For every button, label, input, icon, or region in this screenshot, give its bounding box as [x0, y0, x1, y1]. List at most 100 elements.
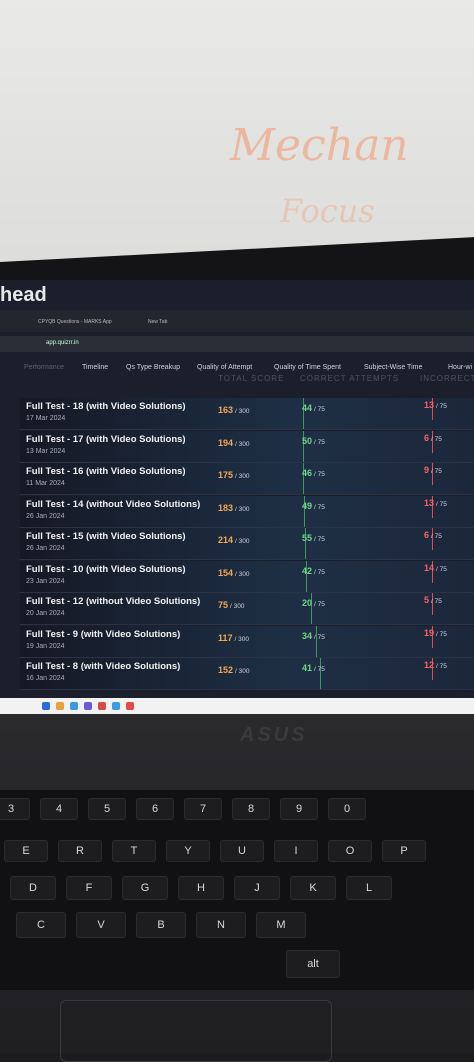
- incorrect-total: / 75: [436, 500, 447, 508]
- correct-attempts: 46/ 75: [302, 468, 325, 478]
- correct-attempts: 41/ 75: [302, 663, 325, 673]
- result-row[interactable]: Full Test - 10 (with Video Solutions) 23 …: [20, 560, 474, 593]
- key[interactable]: 6: [136, 798, 174, 820]
- key[interactable]: 9: [280, 798, 318, 820]
- key[interactable]: H: [178, 876, 224, 900]
- correct-total: / 75: [314, 406, 325, 413]
- result-row[interactable]: Full Test - 16 (with Video Solutions) 11 …: [20, 463, 474, 495]
- test-date: 16 Jan 2024: [26, 675, 65, 682]
- test-title: Full Test - 16 (with Video Solutions): [26, 466, 186, 477]
- divider: [432, 528, 433, 550]
- nav-tab[interactable]: Performance: [24, 364, 65, 371]
- key[interactable]: I: [274, 840, 318, 862]
- screen: head CPYQB Questions - MARKS App New Tab…: [0, 280, 474, 700]
- tab[interactable]: CPYQB Questions - MARKS App: [38, 319, 112, 325]
- test-date: 26 Jan 2024: [26, 545, 65, 552]
- incorrect-attempts: 19/ 75: [424, 627, 447, 638]
- board-text: Focus: [280, 192, 375, 230]
- divider: [432, 658, 433, 680]
- divider: [311, 593, 313, 624]
- taskbar-icon[interactable]: [42, 702, 50, 710]
- divider: [432, 625, 433, 648]
- key[interactable]: 4: [40, 798, 78, 820]
- key[interactable]: R: [58, 840, 102, 862]
- total-score: 117/ 300: [218, 632, 249, 643]
- divider: [306, 560, 308, 592]
- incorrect-attempts: 6/ 75: [424, 530, 442, 540]
- correct-attempts: 44/ 75: [302, 403, 325, 413]
- tab[interactable]: New Tab: [148, 319, 168, 325]
- key[interactable]: U: [220, 840, 264, 862]
- key[interactable]: C: [16, 912, 66, 938]
- taskbar-icon[interactable]: [56, 702, 64, 710]
- nav-tab[interactable]: Hour-wi: [448, 364, 473, 371]
- incorrect-total: / 75: [431, 598, 442, 605]
- key[interactable]: L: [346, 876, 392, 900]
- score-total: / 300: [235, 668, 250, 675]
- test-title: Full Test - 9 (with Video Solutions): [26, 628, 181, 640]
- test-title: Full Test - 18 (with Video Solutions): [26, 401, 186, 412]
- correct-total: / 75: [314, 503, 325, 511]
- total-score: 152/ 300: [218, 665, 250, 675]
- key[interactable]: 8: [232, 798, 270, 820]
- row-background: [20, 625, 474, 658]
- address-bar[interactable]: app.quizrr.in: [0, 336, 474, 352]
- score-total: / 300: [235, 538, 250, 545]
- test-title: Full Test - 17 (with Video Solutions): [26, 433, 186, 445]
- nav-tab[interactable]: Quality of Time Spent: [274, 364, 341, 371]
- score-total: / 300: [235, 408, 250, 415]
- correct-attempts: 20/ 75: [302, 598, 325, 608]
- incorrect-attempts: 13/ 75: [424, 497, 447, 508]
- result-row[interactable]: Full Test - 18 (with Video Solutions) 17 …: [20, 398, 474, 430]
- taskbar-icon[interactable]: [112, 702, 120, 710]
- total-score: 183/ 300: [218, 502, 250, 513]
- result-row[interactable]: Full Test - 12 (without Video Solutions)…: [20, 593, 474, 625]
- key[interactable]: T: [112, 840, 156, 862]
- result-row[interactable]: Full Test - 8 (with Video Solutions) 16 J…: [20, 658, 474, 690]
- nav-tab[interactable]: Timeline: [82, 364, 109, 371]
- key[interactable]: O: [328, 840, 372, 862]
- incorrect-attempts: 5/ 75: [424, 595, 442, 605]
- result-row[interactable]: Full Test - 14 (without Video Solutions)…: [20, 495, 474, 528]
- correct-total: / 75: [314, 471, 325, 478]
- correct-attempts: 42/ 75: [302, 565, 325, 576]
- divider: [304, 528, 306, 559]
- nav-tab[interactable]: Qs Type Breakup: [126, 364, 180, 371]
- key[interactable]: K: [290, 876, 336, 900]
- key[interactable]: 5: [88, 798, 126, 820]
- divider: [432, 398, 433, 420]
- correct-attempts: 50/ 75: [302, 435, 325, 446]
- key[interactable]: J: [234, 876, 280, 900]
- row-background: [20, 430, 474, 463]
- taskbar-icon[interactable]: [126, 702, 134, 710]
- key[interactable]: B: [136, 912, 186, 938]
- key[interactable]: alt: [286, 950, 340, 978]
- key[interactable]: M: [256, 912, 306, 938]
- key[interactable]: 0: [328, 798, 366, 820]
- nav-tab[interactable]: Subject-Wise Time: [364, 364, 423, 371]
- taskbar-icon[interactable]: [84, 702, 92, 710]
- key[interactable]: 7: [184, 798, 222, 820]
- key[interactable]: G: [122, 876, 168, 900]
- divider: [316, 625, 317, 657]
- key[interactable]: Y: [166, 840, 210, 862]
- key[interactable]: N: [196, 912, 246, 938]
- tab-bar: CPYQB Questions - MARKS App New Tab: [0, 310, 474, 332]
- correct-attempts: 49/ 75: [302, 500, 325, 511]
- key[interactable]: 3: [0, 798, 30, 820]
- taskbar-icon[interactable]: [70, 702, 78, 710]
- taskbar-icon[interactable]: [98, 702, 106, 710]
- correct-attempts: 55/ 75: [302, 533, 325, 543]
- key[interactable]: P: [382, 840, 426, 862]
- key[interactable]: E: [4, 840, 48, 862]
- key[interactable]: V: [76, 912, 126, 938]
- key[interactable]: F: [66, 876, 112, 900]
- result-row[interactable]: Full Test - 15 (with Video Solutions) 26 …: [20, 528, 474, 560]
- key[interactable]: D: [10, 876, 56, 900]
- nav-tab[interactable]: Quality of Attempt: [197, 364, 253, 371]
- result-row[interactable]: Full Test - 17 (with Video Solutions) 13 …: [20, 430, 474, 463]
- incorrect-total: / 75: [436, 663, 447, 670]
- result-row[interactable]: Full Test - 9 (with Video Solutions) 19 J…: [20, 625, 474, 658]
- incorrect-attempts: 13/ 75: [424, 400, 447, 410]
